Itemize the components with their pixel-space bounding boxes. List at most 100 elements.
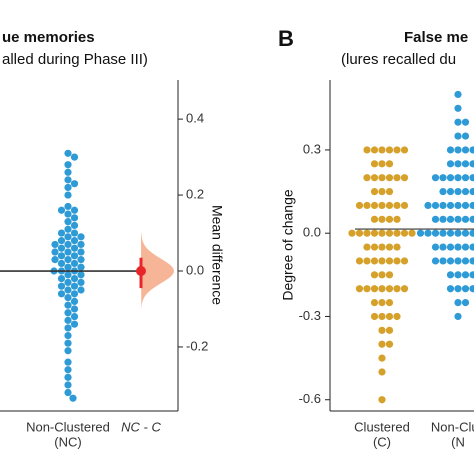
- data-point: [446, 174, 455, 182]
- data-point: [378, 368, 386, 376]
- data-point: [385, 340, 394, 348]
- data-point: [64, 240, 72, 249]
- data-point: [77, 278, 85, 287]
- data-point: [446, 271, 455, 279]
- data-point: [400, 257, 409, 265]
- y2-tick-label: 0.0: [186, 262, 204, 277]
- data-point: [51, 240, 59, 249]
- data-point: [469, 229, 474, 237]
- x-tick-label: (NC): [54, 434, 81, 449]
- data-point: [454, 243, 462, 251]
- data-point: [348, 229, 356, 237]
- data-point: [439, 257, 447, 265]
- data-point: [439, 201, 447, 210]
- data-point: [70, 275, 79, 283]
- data-point: [370, 201, 379, 210]
- data-point: [439, 215, 447, 223]
- y-axis-label: Degree of change: [280, 189, 296, 301]
- panel-a-title: ue memories: [2, 29, 95, 46]
- data-point: [64, 293, 72, 302]
- data-point: [378, 257, 386, 265]
- data-point: [70, 221, 79, 230]
- panel-label: B: [278, 26, 294, 51]
- data-point: [363, 174, 371, 182]
- data-point: [461, 215, 470, 223]
- data-point: [77, 256, 85, 264]
- data-point: [439, 229, 447, 237]
- data-point: [469, 271, 474, 279]
- data-point: [70, 244, 79, 252]
- data-point: [393, 257, 401, 265]
- data-point: [70, 229, 79, 237]
- data-point: [461, 257, 470, 265]
- data-point: [385, 146, 394, 154]
- data-point: [446, 285, 455, 293]
- data-point: [378, 187, 386, 196]
- data-point: [446, 229, 455, 237]
- data-point: [469, 187, 474, 196]
- bootstrap-distribution: [141, 233, 174, 310]
- data-point: [370, 257, 379, 265]
- x-tick-label: Clustered: [354, 419, 410, 434]
- data-point: [64, 347, 72, 355]
- data-point: [446, 160, 455, 168]
- data-point: [57, 259, 66, 268]
- data-point: [70, 305, 79, 313]
- data-point: [385, 174, 394, 182]
- data-point: [70, 297, 79, 305]
- data-point: [385, 229, 394, 237]
- data-point: [64, 381, 72, 389]
- data-point: [393, 146, 401, 154]
- data-point: [378, 243, 386, 251]
- data-point: [446, 215, 455, 223]
- data-point: [370, 187, 379, 196]
- data-point: [355, 285, 364, 293]
- data-point: [454, 312, 462, 321]
- data-point: [454, 285, 462, 293]
- data-point: [446, 146, 455, 154]
- data-point: [400, 285, 409, 293]
- data-point: [385, 243, 394, 251]
- data-point: [461, 271, 470, 279]
- data-point: [385, 285, 394, 293]
- data-point: [64, 366, 72, 374]
- data-point: [355, 257, 364, 265]
- x-tick-label: (C): [373, 434, 391, 449]
- data-point: [454, 257, 462, 265]
- data-point: [461, 160, 470, 168]
- data-point: [77, 233, 85, 241]
- data-point: [378, 326, 386, 334]
- data-point: [370, 271, 379, 279]
- data-point: [454, 201, 462, 210]
- data-point: [363, 229, 371, 237]
- data-point: [64, 324, 72, 332]
- data-point: [378, 215, 386, 223]
- y2-tick-label: 0.4: [186, 111, 204, 126]
- data-point: [51, 248, 59, 256]
- y-tick-label: -0.3: [299, 308, 321, 323]
- data-point: [446, 201, 455, 210]
- panel-a-subtitle: alled during Phase III): [2, 51, 148, 68]
- data-point: [378, 160, 386, 168]
- y2-tick-label: -0.2: [186, 338, 208, 353]
- x-tick-label: NC - C: [121, 419, 161, 434]
- data-point: [57, 282, 66, 290]
- data-point: [378, 146, 386, 154]
- data-point: [385, 312, 394, 321]
- data-point: [461, 187, 470, 196]
- data-point: [461, 174, 470, 182]
- data-point: [370, 312, 379, 321]
- data-point: [408, 229, 416, 237]
- data-point: [64, 168, 72, 176]
- data-point: [64, 210, 72, 218]
- data-point: [385, 215, 394, 223]
- data-point: [64, 248, 72, 256]
- data-point: [64, 191, 72, 199]
- data-point: [446, 257, 455, 265]
- data-point: [57, 252, 66, 260]
- data-point: [370, 160, 379, 168]
- data-point: [431, 215, 440, 223]
- data-point: [469, 201, 474, 210]
- data-point: [454, 118, 462, 126]
